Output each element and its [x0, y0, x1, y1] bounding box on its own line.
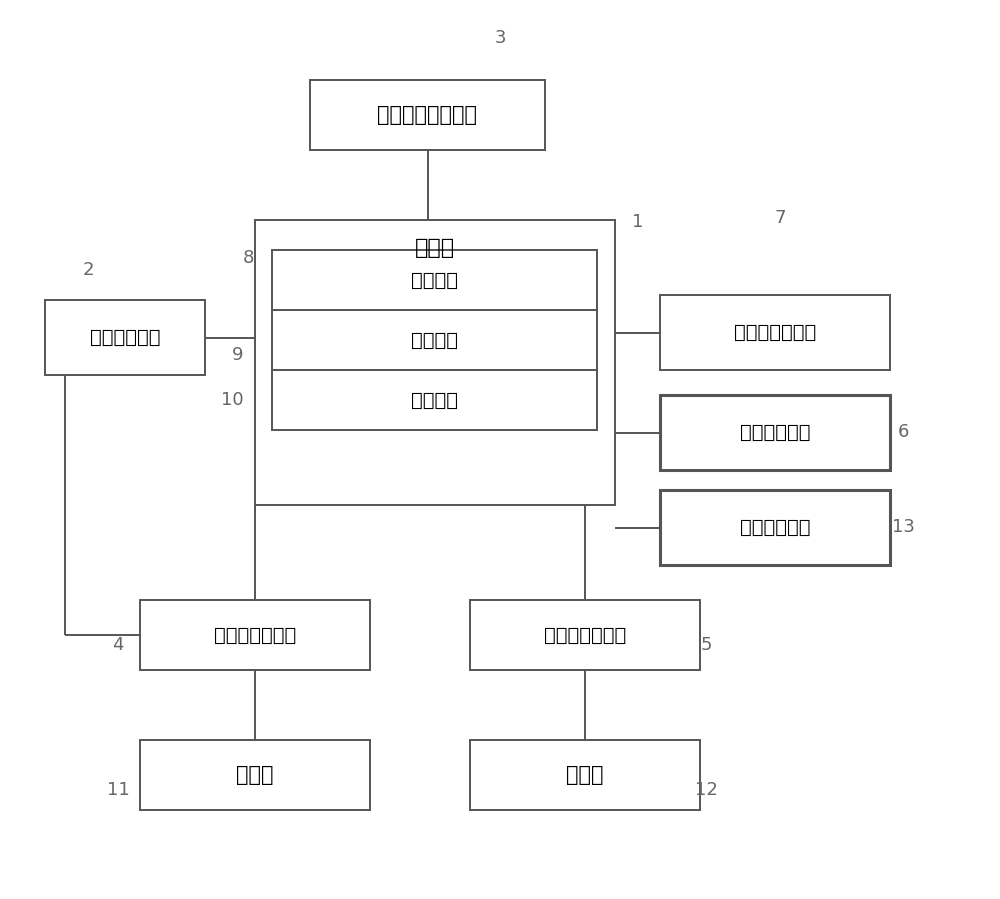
Bar [140, 740, 370, 810]
Text: 总线通讯模块: 总线通讯模块 [740, 518, 810, 537]
Text: 12: 12 [695, 781, 717, 799]
Text: 编程下载模块: 编程下载模块 [740, 423, 810, 442]
Text: 系统程序: 系统程序 [411, 390, 458, 410]
Text: 晶闸管输出模块: 晶闸管输出模块 [544, 626, 626, 645]
Text: 继电器: 继电器 [236, 765, 274, 785]
Text: 继电器输出模块: 继电器输出模块 [214, 626, 296, 645]
Text: 模拟量输入模块: 模拟量输入模块 [734, 323, 816, 342]
Text: 5: 5 [700, 636, 712, 654]
Bar [272, 250, 597, 310]
Bar [140, 600, 370, 670]
Bar [310, 80, 545, 150]
Text: 8: 8 [242, 249, 254, 267]
Text: 直流电源模块: 直流电源模块 [90, 328, 160, 347]
Text: 1: 1 [632, 213, 644, 231]
Text: 3: 3 [494, 29, 506, 47]
Text: 6: 6 [897, 423, 909, 441]
Text: 9: 9 [232, 346, 244, 364]
Text: 7: 7 [774, 209, 786, 227]
Text: 4: 4 [112, 636, 124, 654]
Text: 10: 10 [221, 391, 243, 409]
Bar [470, 600, 700, 670]
Bar [45, 300, 205, 375]
Text: 晶闸管: 晶闸管 [566, 765, 604, 785]
Text: 13: 13 [892, 518, 914, 536]
Bar [255, 220, 615, 505]
Text: 编程模块: 编程模块 [411, 331, 458, 350]
Bar [272, 370, 597, 430]
Text: 单片机: 单片机 [415, 238, 455, 258]
Bar [660, 295, 890, 370]
Bar [272, 310, 597, 370]
Bar [470, 740, 700, 810]
Text: 2: 2 [82, 261, 94, 279]
Text: 11: 11 [107, 781, 129, 799]
Bar [660, 395, 890, 470]
Text: 光电耦合输入模块: 光电耦合输入模块 [378, 105, 478, 125]
Bar [660, 490, 890, 565]
Text: 控制模块: 控制模块 [411, 271, 458, 289]
